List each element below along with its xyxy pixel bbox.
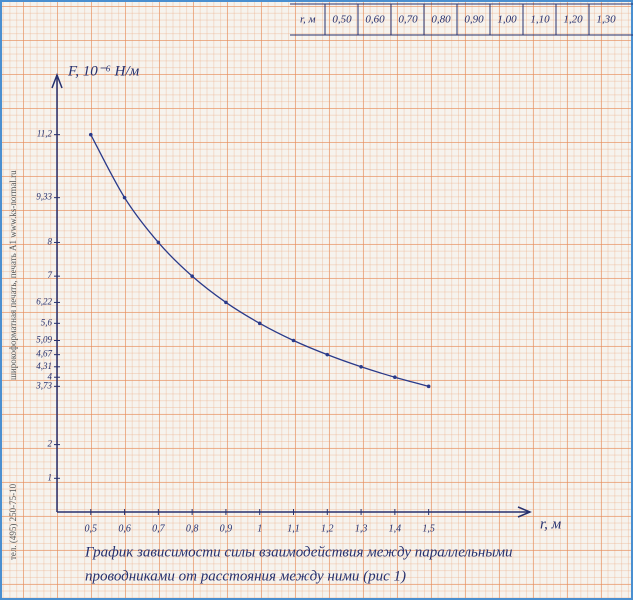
y-tick-label: 5,09 xyxy=(36,335,52,345)
x-tick-label: 0,8 xyxy=(186,523,199,534)
y-tick-label: 1 xyxy=(48,472,53,482)
y-tick-label: 4,31 xyxy=(36,361,52,371)
x-tick-label: 1,4 xyxy=(389,523,402,534)
table-cell: 1,00 xyxy=(497,14,517,26)
point xyxy=(257,321,262,326)
y-tick-label: 2 xyxy=(48,439,53,449)
point xyxy=(393,375,397,380)
point xyxy=(291,338,296,343)
table-cell: 0,70 xyxy=(398,14,418,26)
table-cell: 0,60 xyxy=(365,14,385,26)
y-tick-label: 4,67 xyxy=(36,349,52,359)
y-tick-label: 8 xyxy=(48,237,53,247)
y-axis-label: F, 10⁻⁶ Н/м xyxy=(67,63,140,79)
table-cell: 0,90 xyxy=(464,14,484,26)
x-tick-label: 1,5 xyxy=(422,523,435,534)
x-tick-label: 1,2 xyxy=(321,523,334,534)
point xyxy=(359,364,363,369)
x-axis-label: r, м xyxy=(540,516,562,532)
point xyxy=(88,132,93,137)
y-tick-label: 4 xyxy=(48,371,53,381)
point xyxy=(156,240,161,245)
table-cell: 1,20 xyxy=(563,14,583,26)
margin-text: широкоформатная печать, печать А1 www.ks… xyxy=(8,170,18,380)
x-tick-label: 1 xyxy=(257,523,262,534)
y-tick-label: 6,22 xyxy=(36,296,52,306)
point xyxy=(224,300,228,305)
y-tick-label: 5,6 xyxy=(41,317,53,327)
x-tick-label: 0,9 xyxy=(220,523,233,534)
point xyxy=(426,384,431,389)
x-tick-label: 0,5 xyxy=(85,523,98,534)
margin-text: тел. (495) 250-75-10 xyxy=(8,483,18,560)
point xyxy=(325,352,330,357)
y-tick-label: 9,33 xyxy=(36,192,52,202)
x-tick-label: 0,7 xyxy=(152,523,166,534)
x-tick-label: 1,3 xyxy=(355,523,368,534)
caption-line: График зависимости силы взаимодействия м… xyxy=(84,544,513,560)
point xyxy=(190,274,194,278)
table-cell: 1,10 xyxy=(530,14,550,26)
y-tick-label: 7 xyxy=(48,270,53,280)
caption-line: проводниками от расстояния между ними (р… xyxy=(85,568,406,584)
table-cell: 1,30 xyxy=(596,14,616,26)
table-cell: 0,80 xyxy=(431,14,451,26)
table-cell: 0,50 xyxy=(332,14,352,26)
y-tick-label: 11,2 xyxy=(37,129,53,139)
curve xyxy=(90,134,429,387)
header-label: r, м xyxy=(300,14,316,26)
point xyxy=(122,195,127,200)
axis-arrows xyxy=(51,72,532,518)
x-tick-label: 0,6 xyxy=(118,523,131,534)
x-tick-label: 1,1 xyxy=(287,523,300,534)
y-tick-label: 3,73 xyxy=(35,380,52,390)
